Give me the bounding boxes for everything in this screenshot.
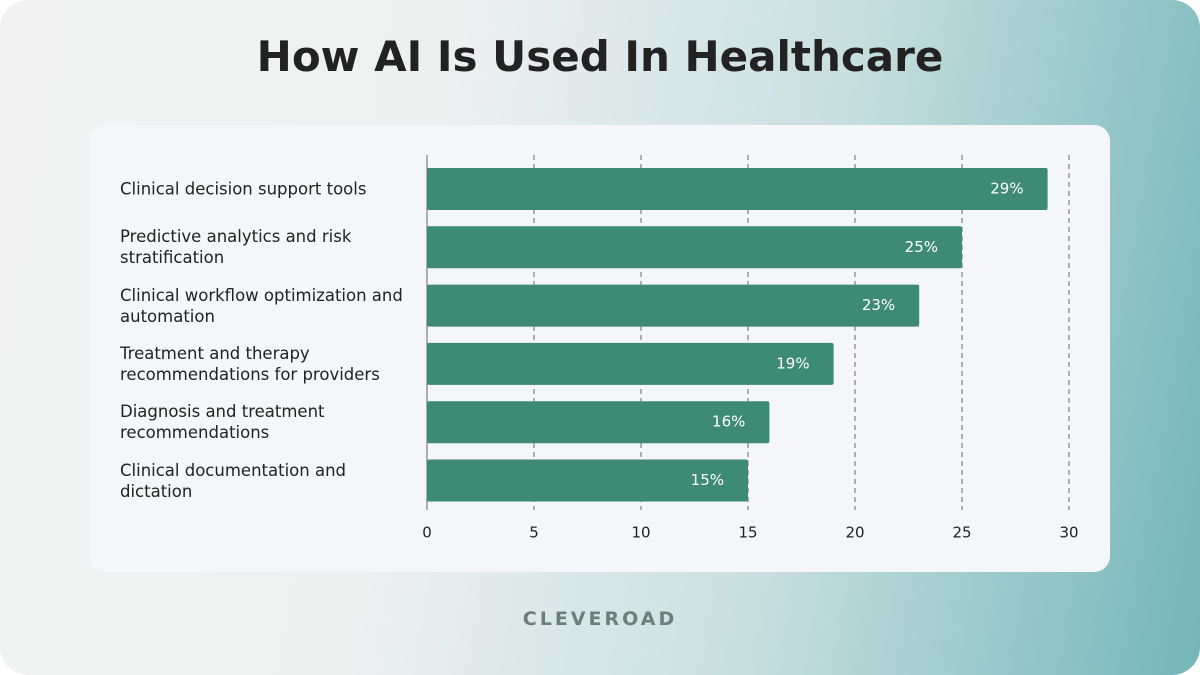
x-tick-label: 15 <box>738 524 757 542</box>
bar <box>427 459 748 502</box>
bar <box>427 401 770 444</box>
value-label: 15% <box>691 471 724 489</box>
x-tick-label: 25 <box>952 524 971 542</box>
value-label: 16% <box>712 413 745 431</box>
bar <box>427 342 834 385</box>
value-label: 29% <box>990 180 1023 198</box>
category-label: Clinical documentation and dictation <box>120 460 346 501</box>
value-label: 19% <box>776 354 809 372</box>
brand: CLEVEROAD <box>522 608 678 630</box>
x-tick-label: 10 <box>631 524 650 542</box>
x-tick-label: 5 <box>529 524 539 542</box>
bar <box>427 168 1048 210</box>
category-label: Clinical workflow optimization and autom… <box>120 285 403 326</box>
category-label: Diagnosis and treatment recommendations <box>120 402 325 443</box>
value-label: 23% <box>862 296 895 314</box>
x-tick-label: 30 <box>1059 524 1078 542</box>
x-tick-label: 0 <box>422 524 432 542</box>
x-tick-label: 20 <box>845 524 864 542</box>
value-label: 25% <box>905 238 938 256</box>
category-label: Treatment and therapy recommendations fo… <box>120 343 380 384</box>
chart-title: How AI Is Used In Healthcare <box>256 32 944 81</box>
bar <box>427 284 920 327</box>
bar <box>427 226 962 269</box>
category-label: Clinical decision support tools <box>120 179 367 199</box>
category-label: Predictive analytics and risk stratifica… <box>120 227 352 268</box>
